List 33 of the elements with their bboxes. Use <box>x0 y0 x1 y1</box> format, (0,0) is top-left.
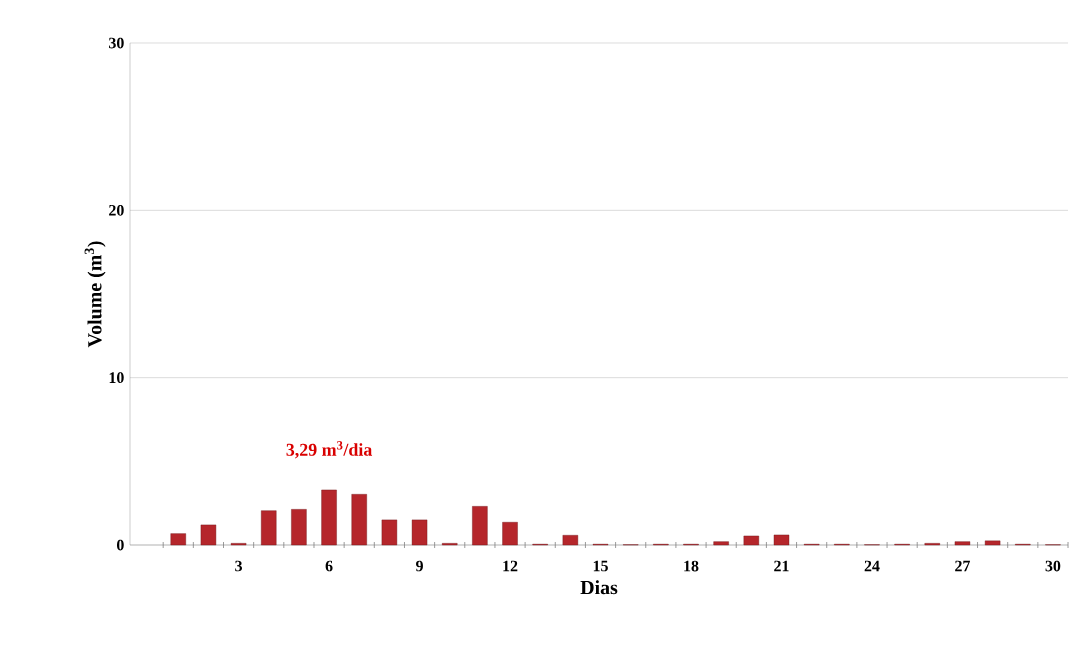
bar <box>984 540 1001 546</box>
x-tick-label: 27 <box>955 560 971 572</box>
x-tick-label: 15 <box>593 560 608 572</box>
bar <box>411 519 428 546</box>
bar <box>291 509 307 546</box>
x-tick-label: 21 <box>774 560 789 572</box>
y-tick-label: 10 <box>109 372 124 384</box>
bar <box>954 541 971 546</box>
x-tick-label: 6 <box>325 560 333 572</box>
y-axis-title: Volume (m$^{3}$) <box>84 241 106 348</box>
x-tick-label: 24 <box>864 560 880 572</box>
bar <box>261 510 277 546</box>
bar <box>502 522 518 546</box>
x-tick-label: 9 <box>416 560 423 572</box>
x-axis-title: Dias <box>580 580 618 595</box>
bar <box>472 506 488 546</box>
bar <box>381 519 398 546</box>
bar <box>351 494 367 546</box>
bar <box>321 489 337 546</box>
annotation: 3,29 m$^{3}$/dia <box>286 441 373 459</box>
bar <box>713 541 729 546</box>
x-tick-label: 12 <box>503 560 518 572</box>
x-tick-label: 18 <box>684 560 699 572</box>
bar <box>743 535 760 546</box>
bar <box>170 533 186 546</box>
y-tick-label: 0 <box>116 539 124 551</box>
bar <box>200 524 217 546</box>
bar <box>773 534 790 546</box>
x-tick-label: 3 <box>235 560 243 572</box>
y-tick-label: 30 <box>109 37 124 49</box>
x-tick-label: 30 <box>1045 560 1061 572</box>
bar <box>562 535 579 546</box>
y-tick-label: 20 <box>109 204 124 216</box>
